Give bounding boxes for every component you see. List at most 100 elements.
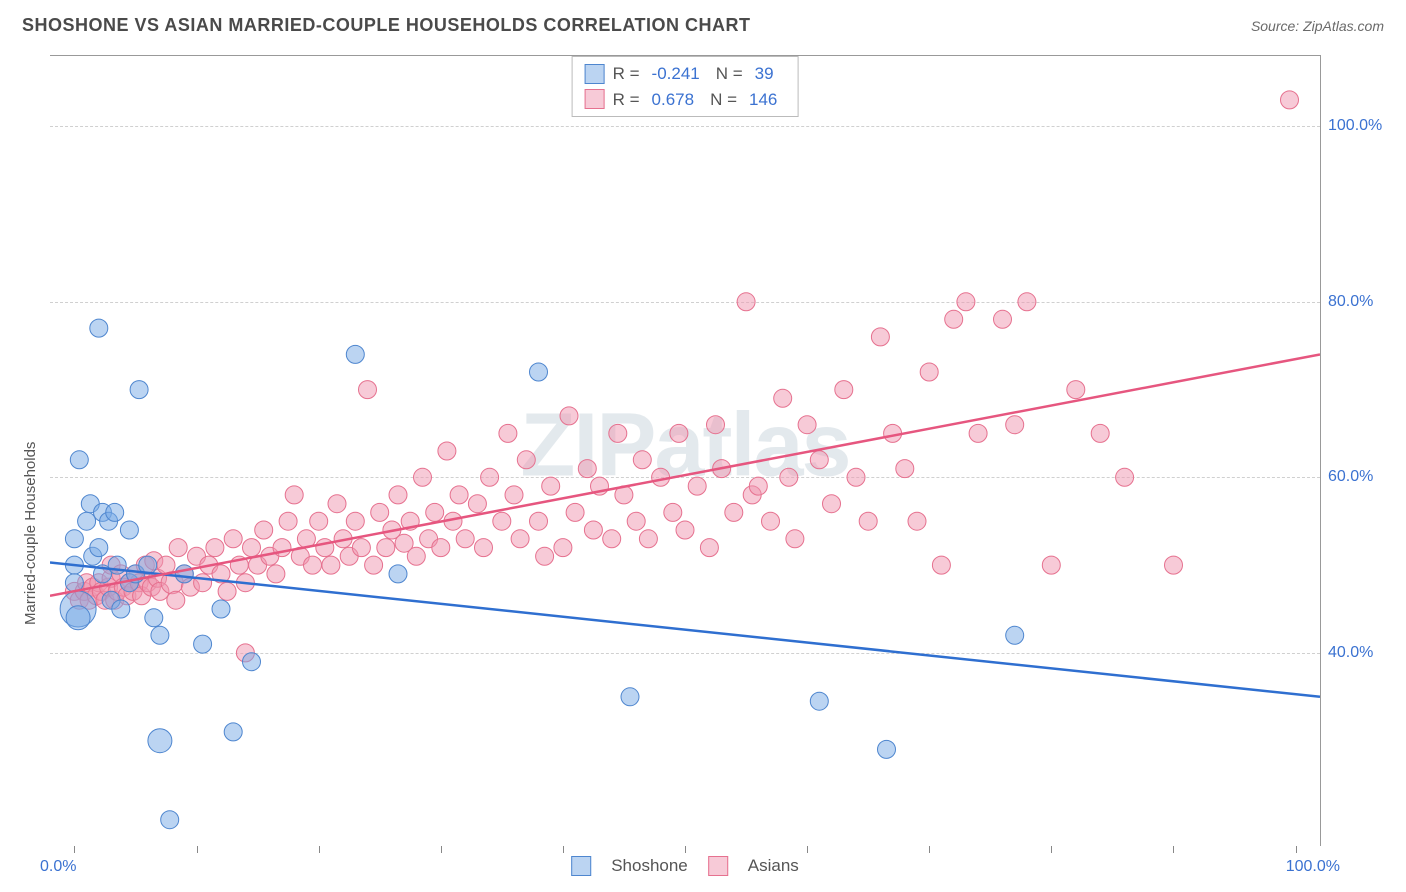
legend-bottom-swatch-asian: [708, 856, 728, 876]
data-point: [151, 626, 169, 644]
data-point: [499, 424, 517, 442]
data-point: [148, 729, 172, 753]
legend-bottom-label-asian: Asians: [748, 856, 799, 876]
data-point: [609, 424, 627, 442]
data-point: [243, 539, 261, 557]
x-tick: [1296, 846, 1297, 853]
x-tick: [1051, 846, 1052, 853]
data-point: [584, 521, 602, 539]
data-point: [1116, 468, 1134, 486]
data-point: [762, 512, 780, 530]
data-point: [279, 512, 297, 530]
legend-swatch-asian: [585, 89, 605, 109]
legend-r-value-1: -0.241: [648, 61, 708, 87]
data-point: [359, 381, 377, 399]
data-point: [456, 530, 474, 548]
legend-swatch-shoshone: [585, 64, 605, 84]
data-point: [328, 495, 346, 513]
data-point: [749, 477, 767, 495]
chart-svg: [50, 56, 1320, 846]
legend-r-label-2: R =: [613, 87, 640, 113]
x-tick: [1173, 846, 1174, 853]
data-point: [737, 293, 755, 311]
chart-title: SHOSHONE VS ASIAN MARRIED-COUPLE HOUSEHO…: [22, 15, 751, 36]
data-point: [438, 442, 456, 460]
y-tick-label: 80.0%: [1328, 293, 1388, 311]
data-point: [652, 468, 670, 486]
data-point: [676, 521, 694, 539]
source-label: Source: ZipAtlas.com: [1251, 18, 1384, 34]
x-tick: [319, 846, 320, 853]
data-point: [304, 556, 322, 574]
data-point: [389, 565, 407, 583]
data-point: [432, 539, 450, 557]
data-point: [78, 512, 96, 530]
data-point: [566, 503, 584, 521]
legend-stats-box: R = -0.241 N = 39 R = 0.678 N = 146: [572, 56, 799, 117]
data-point: [371, 503, 389, 521]
x-tick: [74, 846, 75, 853]
legend-n-label-1: N =: [716, 61, 743, 87]
data-point: [322, 556, 340, 574]
data-point: [243, 653, 261, 671]
data-point: [707, 416, 725, 434]
data-point: [167, 591, 185, 609]
data-point: [66, 606, 90, 630]
x-axis-min-label: 0.0%: [40, 858, 76, 876]
data-point: [194, 635, 212, 653]
data-point: [1006, 626, 1024, 644]
data-point: [169, 539, 187, 557]
data-point: [224, 530, 242, 548]
data-point: [285, 486, 303, 504]
data-point: [407, 547, 425, 565]
legend-series-box: Shoshone Asians: [571, 856, 799, 876]
data-point: [554, 539, 572, 557]
data-point: [774, 389, 792, 407]
data-point: [1018, 293, 1036, 311]
data-point: [670, 424, 688, 442]
data-point: [389, 486, 407, 504]
trend-line: [50, 562, 1320, 696]
data-point: [1042, 556, 1060, 574]
data-point: [700, 539, 718, 557]
y-axis-label: Married-couple Households: [22, 441, 39, 624]
data-point: [1281, 91, 1299, 109]
data-point: [1165, 556, 1183, 574]
data-point: [475, 539, 493, 557]
data-point: [212, 600, 230, 618]
data-point: [224, 723, 242, 741]
data-point: [969, 424, 987, 442]
data-point: [65, 530, 83, 548]
data-point: [560, 407, 578, 425]
data-point: [664, 503, 682, 521]
data-point: [255, 521, 273, 539]
data-point: [780, 468, 798, 486]
data-point: [1067, 381, 1085, 399]
data-point: [908, 512, 926, 530]
x-tick: [929, 846, 930, 853]
data-point: [603, 530, 621, 548]
legend-n-value-2: 146: [745, 87, 785, 113]
data-point: [267, 565, 285, 583]
data-point: [145, 609, 163, 627]
data-point: [688, 477, 706, 495]
data-point: [957, 293, 975, 311]
data-point: [810, 451, 828, 469]
data-point: [932, 556, 950, 574]
data-point: [823, 495, 841, 513]
y-tick-label: 40.0%: [1328, 644, 1388, 662]
x-tick: [197, 846, 198, 853]
data-point: [633, 451, 651, 469]
data-point: [621, 688, 639, 706]
data-point: [517, 451, 535, 469]
data-point: [161, 811, 179, 829]
data-point: [639, 530, 657, 548]
data-point: [920, 363, 938, 381]
data-point: [481, 468, 499, 486]
data-point: [835, 381, 853, 399]
data-point: [1091, 424, 1109, 442]
y-tick-label: 100.0%: [1328, 117, 1388, 135]
data-point: [346, 512, 364, 530]
data-point: [1006, 416, 1024, 434]
y-tick-label: 60.0%: [1328, 468, 1388, 486]
